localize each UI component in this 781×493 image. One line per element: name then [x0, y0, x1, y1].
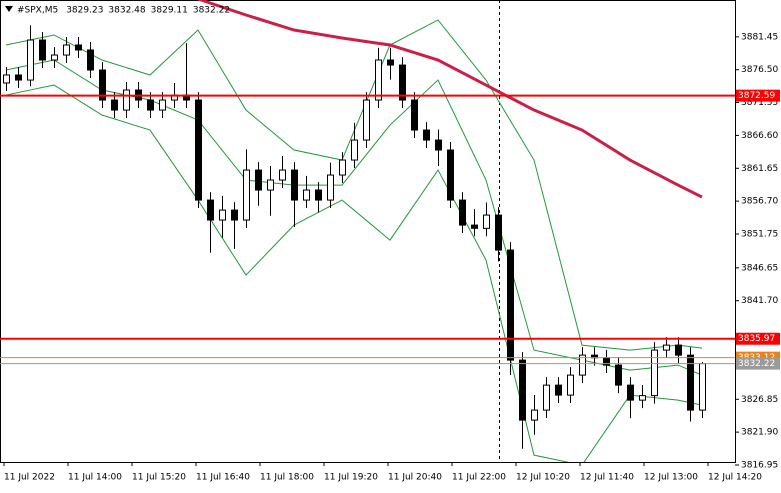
x-tick-label: 11 Jul 20:40	[388, 473, 442, 483]
x-tick-label: 11 Jul 14:00	[68, 473, 122, 483]
candle-body	[339, 159, 346, 176]
candle-body	[255, 169, 262, 191]
candle-body	[351, 139, 358, 161]
candle-body	[219, 209, 226, 221]
candle-body	[303, 189, 310, 201]
x-tick-label: 12 Jul 14:20	[708, 473, 762, 483]
candle-body	[699, 363, 706, 411]
candle-body	[495, 214, 502, 251]
candle-body	[267, 179, 274, 191]
candle-body	[291, 169, 298, 201]
candle-body	[507, 249, 514, 361]
level-label: 3832.22	[738, 359, 775, 369]
level-label: 3872.59	[738, 91, 775, 101]
candle-body	[39, 39, 46, 61]
candle-body	[147, 99, 154, 111]
level-label: 3835.97	[738, 334, 775, 344]
candle-body	[483, 214, 490, 229]
y-tick-label: 3821.90	[741, 428, 778, 438]
y-tick-label: 3856.70	[741, 197, 778, 207]
candle-body	[195, 99, 202, 201]
candle-body	[3, 74, 10, 84]
candle-body	[447, 149, 454, 201]
indicator-line	[5, 84, 703, 462]
candle-body	[411, 99, 418, 131]
y-tick-label: 3871.55	[741, 98, 778, 108]
candle-body	[387, 59, 394, 66]
candle-body	[51, 54, 58, 61]
candle-body	[123, 89, 130, 111]
candle-body	[159, 99, 166, 111]
candle-body	[27, 39, 34, 81]
header-value: 3829.23	[66, 6, 103, 16]
y-tick-label: 3881.45	[741, 32, 778, 42]
x-tick-label: 11 Jul 2022	[4, 473, 55, 483]
candle-body	[99, 69, 106, 101]
header-icon	[5, 6, 13, 12]
candle-body	[519, 359, 526, 421]
candle-body	[675, 344, 682, 356]
candle-body	[615, 364, 622, 386]
candle-body	[111, 99, 118, 111]
candle-body	[87, 49, 94, 71]
candle-body	[579, 354, 586, 376]
x-tick-label: 12 Jul 13:00	[644, 473, 698, 483]
candle-body	[555, 384, 562, 396]
candle-body	[543, 384, 550, 411]
plot-frame	[0, 0, 736, 463]
candle-body	[663, 344, 670, 351]
plot	[3, 0, 706, 462]
candle-body	[231, 209, 238, 221]
y-tick-label: 3861.65	[741, 164, 778, 174]
candle-body	[75, 44, 82, 51]
y-tick-label: 3866.60	[741, 131, 778, 141]
y-tick-label: 3826.85	[741, 395, 778, 405]
candle-body	[567, 374, 574, 396]
candle-body	[531, 409, 538, 421]
level-label-bg	[736, 89, 780, 102]
candle-body	[423, 129, 430, 141]
candle-body	[471, 224, 478, 229]
header-value: 3829.11	[151, 6, 188, 16]
candle-body	[627, 384, 634, 401]
level-label-bg	[736, 332, 780, 345]
x-tick-label: 11 Jul 15:20	[132, 473, 186, 483]
candle-body	[279, 169, 286, 181]
candle-body	[459, 199, 466, 226]
indicator-line	[197, 0, 703, 199]
candle-body	[207, 199, 214, 221]
x-tick-label: 12 Jul 10:20	[516, 473, 570, 483]
chart-title: #SPX,M5	[17, 6, 58, 16]
header-value: 3832.48	[108, 6, 145, 16]
y-tick-label: 3876.50	[741, 65, 778, 75]
x-tick-label: 11 Jul 18:00	[260, 473, 314, 483]
y-tick-label: 3841.70	[741, 296, 778, 306]
x-tick-label: 11 Jul 22:00	[452, 473, 506, 483]
x-tick-label: 11 Jul 19:20	[324, 473, 378, 483]
x-tick-label: 11 Jul 16:40	[196, 473, 250, 483]
candle-body	[15, 74, 22, 81]
candle-body	[435, 139, 442, 151]
x-tick-label: 12 Jul 11:40	[580, 473, 634, 483]
candle-body	[63, 44, 70, 56]
y-tick-label: 3816.95	[741, 460, 778, 470]
header-value: 3832.22	[193, 6, 230, 16]
level-label-bg	[736, 357, 780, 370]
y-tick-label: 3851.75	[741, 229, 778, 239]
candle-body	[363, 99, 370, 141]
candle-body	[243, 169, 250, 221]
candle-body	[399, 64, 406, 101]
candle-body	[687, 354, 694, 411]
y-tick-label: 3846.65	[741, 263, 778, 273]
candle-body	[639, 395, 646, 401]
candle-body	[327, 174, 334, 201]
candle-body	[315, 189, 322, 201]
candle-body	[651, 349, 658, 397]
candle-body	[375, 59, 382, 101]
